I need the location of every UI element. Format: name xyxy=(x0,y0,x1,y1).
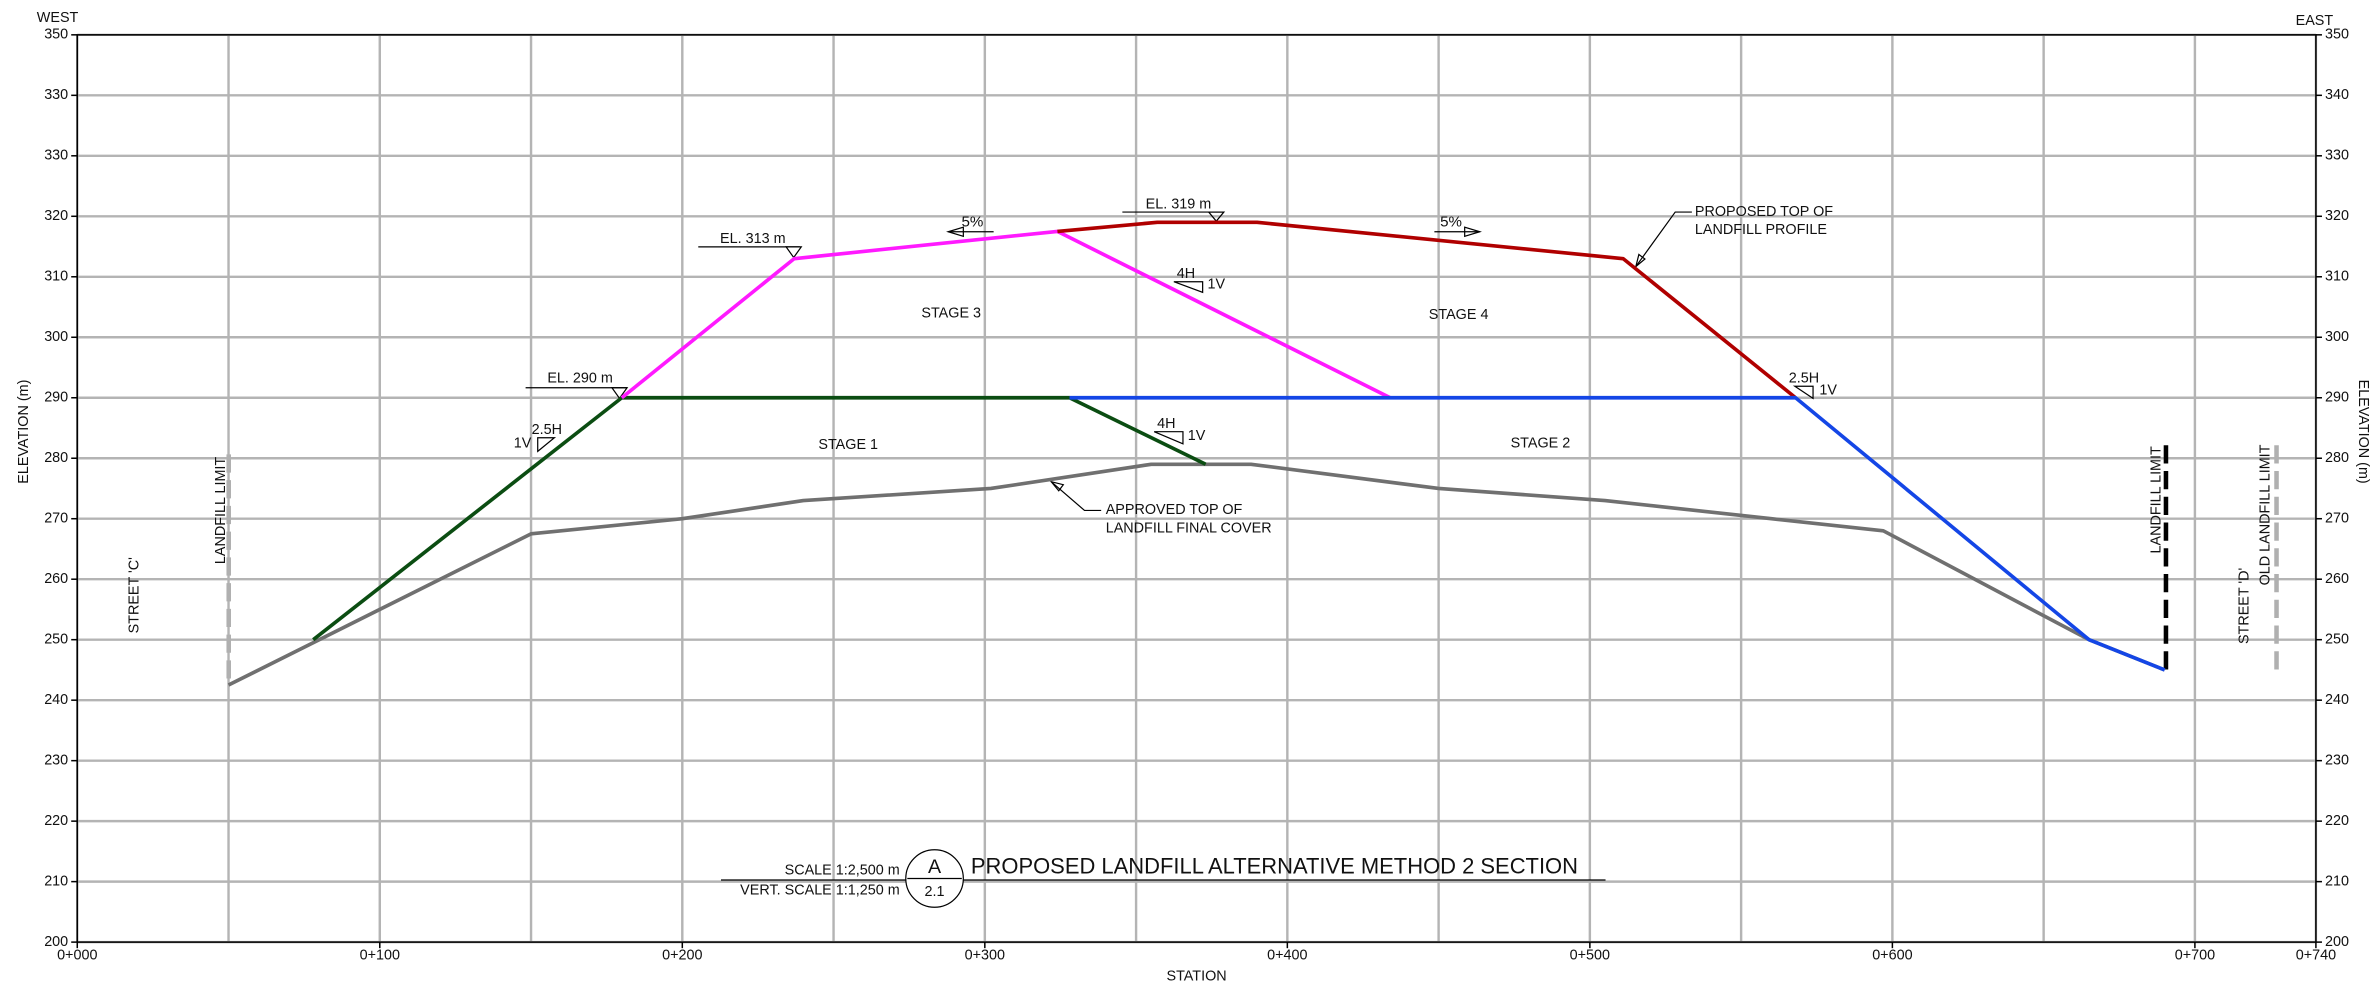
annotation: APPROVED TOP OF xyxy=(1106,502,1243,518)
annotation: 2.1 xyxy=(925,884,945,900)
y2-tick-label: 260 xyxy=(2325,571,2349,587)
annotation: EL. 290 m xyxy=(547,370,613,386)
y2-axis-label: ELEVATION (m) xyxy=(2355,380,2371,484)
profile-line xyxy=(1069,395,2166,672)
y-tick-label: 200 xyxy=(44,934,68,950)
annotation: 1V xyxy=(1819,383,1837,399)
y2-tick-label: 250 xyxy=(2325,631,2349,647)
y2-tick-label: 340 xyxy=(2325,87,2349,103)
annotation: 1V xyxy=(1207,277,1225,293)
y2-tick-label: 230 xyxy=(2325,752,2349,768)
annotation: LANDFILL PROFILE xyxy=(1695,222,1827,238)
annotation: EL. 319 m xyxy=(1146,196,1212,212)
annotation: EAST xyxy=(2296,13,2334,29)
y2-tick-label: 350 xyxy=(2325,27,2349,43)
y-axis-label: ELEVATION (m) xyxy=(16,380,32,484)
y-tick-label: 250 xyxy=(44,631,68,647)
y2-tick-label: 280 xyxy=(2325,450,2349,466)
x-tick-label: 0+300 xyxy=(965,948,1005,964)
x-tick-label: 0+400 xyxy=(1267,948,1307,964)
y2-tick-label: 320 xyxy=(2325,208,2349,224)
annotation: 2.5H xyxy=(532,422,562,438)
annotation: LANDFILL LIMIT xyxy=(213,457,229,565)
y-tick-label: 310 xyxy=(44,269,68,285)
y2-tick-label: 300 xyxy=(2325,329,2349,345)
annotation: STREET 'C' xyxy=(127,557,143,634)
annotation: 5% xyxy=(1440,214,1462,231)
annotation: PROPOSED LANDFILL ALTERNATIVE METHOD 2 S… xyxy=(971,854,1578,879)
profile-line xyxy=(227,462,2166,687)
x-tick-label: 0+500 xyxy=(1570,948,1610,964)
y-tick-label: 300 xyxy=(44,329,68,345)
y-tick-label: 210 xyxy=(44,873,68,889)
y-tick-label: 290 xyxy=(44,390,68,406)
x-tick-label: 0+740 xyxy=(2296,948,2336,964)
x-tick-label: 0+100 xyxy=(360,948,400,964)
profile-line xyxy=(620,229,1392,400)
y-tick-label: 260 xyxy=(44,571,68,587)
annotation: LANDFILL LIMIT xyxy=(2149,446,2165,554)
annotation: STREET 'D' xyxy=(2237,567,2253,644)
x-tick-label: 0+000 xyxy=(57,948,97,964)
x-tick-label: 0+200 xyxy=(662,948,702,964)
y2-tick-label: 270 xyxy=(2325,511,2349,527)
y2-tick-label: 200 xyxy=(2325,934,2349,950)
annotation: A xyxy=(928,856,942,878)
y2-tick-label: 290 xyxy=(2325,390,2349,406)
profile-line xyxy=(312,395,1207,642)
y2-tick-label: 240 xyxy=(2325,692,2349,708)
annotation: STAGE 3 xyxy=(921,305,981,321)
annotation: WEST xyxy=(37,10,79,26)
annotation: 1V xyxy=(514,436,532,452)
annotation: 4H xyxy=(1157,416,1175,432)
y-tick-label: 220 xyxy=(44,813,68,829)
y-tick-label: 330 xyxy=(44,87,68,103)
y-tick-label: 320 xyxy=(44,208,68,224)
y2-tick-label: 210 xyxy=(2325,873,2349,889)
annotation: OLD LANDFILL LIMIT xyxy=(2258,444,2274,585)
annotation: LANDFILL FINAL COVER xyxy=(1106,520,1272,536)
annotation: STAGE 1 xyxy=(818,437,878,453)
plot-frame xyxy=(76,34,2317,943)
y2-tick-label: 330 xyxy=(2325,148,2349,164)
annotation: 1V xyxy=(1188,428,1206,444)
x-tick-label: 0+700 xyxy=(2175,948,2215,964)
y-tick-label: 240 xyxy=(44,692,68,708)
annotation: SCALE 1:2,500 m xyxy=(785,863,900,879)
y-tick-label: 230 xyxy=(44,752,68,768)
annotation: VERT. SCALE 1:1,250 m xyxy=(740,882,900,898)
y-tick-label: 330 xyxy=(44,148,68,164)
y2-tick-label: 220 xyxy=(2325,813,2349,829)
y-tick-label: 280 xyxy=(44,450,68,466)
annotation: PROPOSED TOP OF xyxy=(1695,204,1833,220)
y2-tick-label: 310 xyxy=(2325,269,2349,285)
annotation: 5% xyxy=(961,214,983,231)
annotation: STAGE 4 xyxy=(1429,307,1489,323)
annotation: 4H xyxy=(1177,266,1195,282)
annotation: EL. 313 m xyxy=(720,231,786,247)
annotation: STAGE 2 xyxy=(1511,436,1571,452)
x-tick-label: 0+600 xyxy=(1872,948,1912,964)
annotation: 2.5H xyxy=(1789,370,1819,386)
x-axis-label: STATION xyxy=(1167,969,1227,985)
y-tick-label: 270 xyxy=(44,511,68,527)
annotation-graphics xyxy=(226,211,2279,908)
y-tick-label: 350 xyxy=(44,27,68,43)
profile-line xyxy=(1057,220,1797,400)
